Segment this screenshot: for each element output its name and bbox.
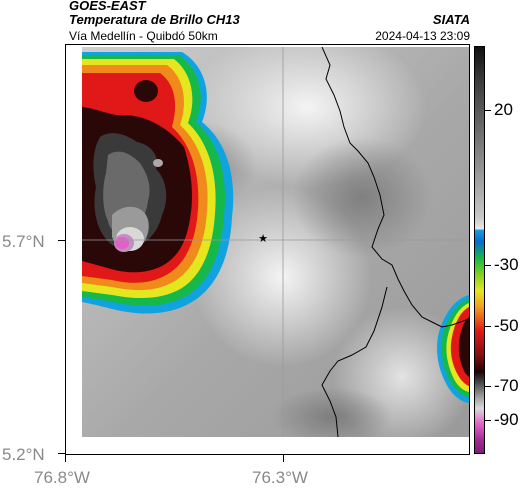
colorbar-label: -30 — [494, 255, 519, 274]
lat-tick — [58, 453, 65, 454]
route-subtitle: Vía Medellín - Quibdó 50km — [69, 29, 218, 43]
district-border — [321, 286, 388, 437]
colorbar-tick — [485, 386, 491, 387]
product-title: Temperatura de Brillo CH13 — [69, 12, 240, 27]
colorbar-label: -70 — [494, 376, 519, 395]
colorbar-tick — [485, 326, 491, 327]
colorbar-tick — [485, 265, 491, 266]
organization-label: SIATA — [432, 12, 470, 27]
lat-label: 5.7°N — [2, 232, 45, 251]
colorbar-tick — [485, 110, 491, 111]
lat-tick — [58, 240, 65, 241]
lon-label: 76.8°W — [34, 468, 90, 487]
colorbar-label: -90 — [494, 410, 519, 429]
temperature-colorbar — [474, 46, 485, 454]
lon-label: 76.3°W — [252, 468, 308, 487]
lon-tick — [65, 455, 66, 462]
satellite-name: GOES-EAST — [69, 0, 146, 13]
colorbar-tick — [485, 420, 491, 421]
star-icon: ★ — [258, 233, 268, 245]
colorbar-label: 20 — [494, 100, 513, 119]
lat-label: 5.2°N — [2, 445, 45, 464]
colorbar-label: -50 — [494, 316, 519, 335]
department-border — [321, 47, 469, 328]
timestamp: 2024-04-13 23:09 — [375, 29, 470, 43]
brightness-temperature-map: ★ — [82, 47, 469, 437]
storm-cell-west — [82, 52, 234, 314]
lon-tick — [283, 455, 284, 462]
graticule — [82, 47, 469, 437]
